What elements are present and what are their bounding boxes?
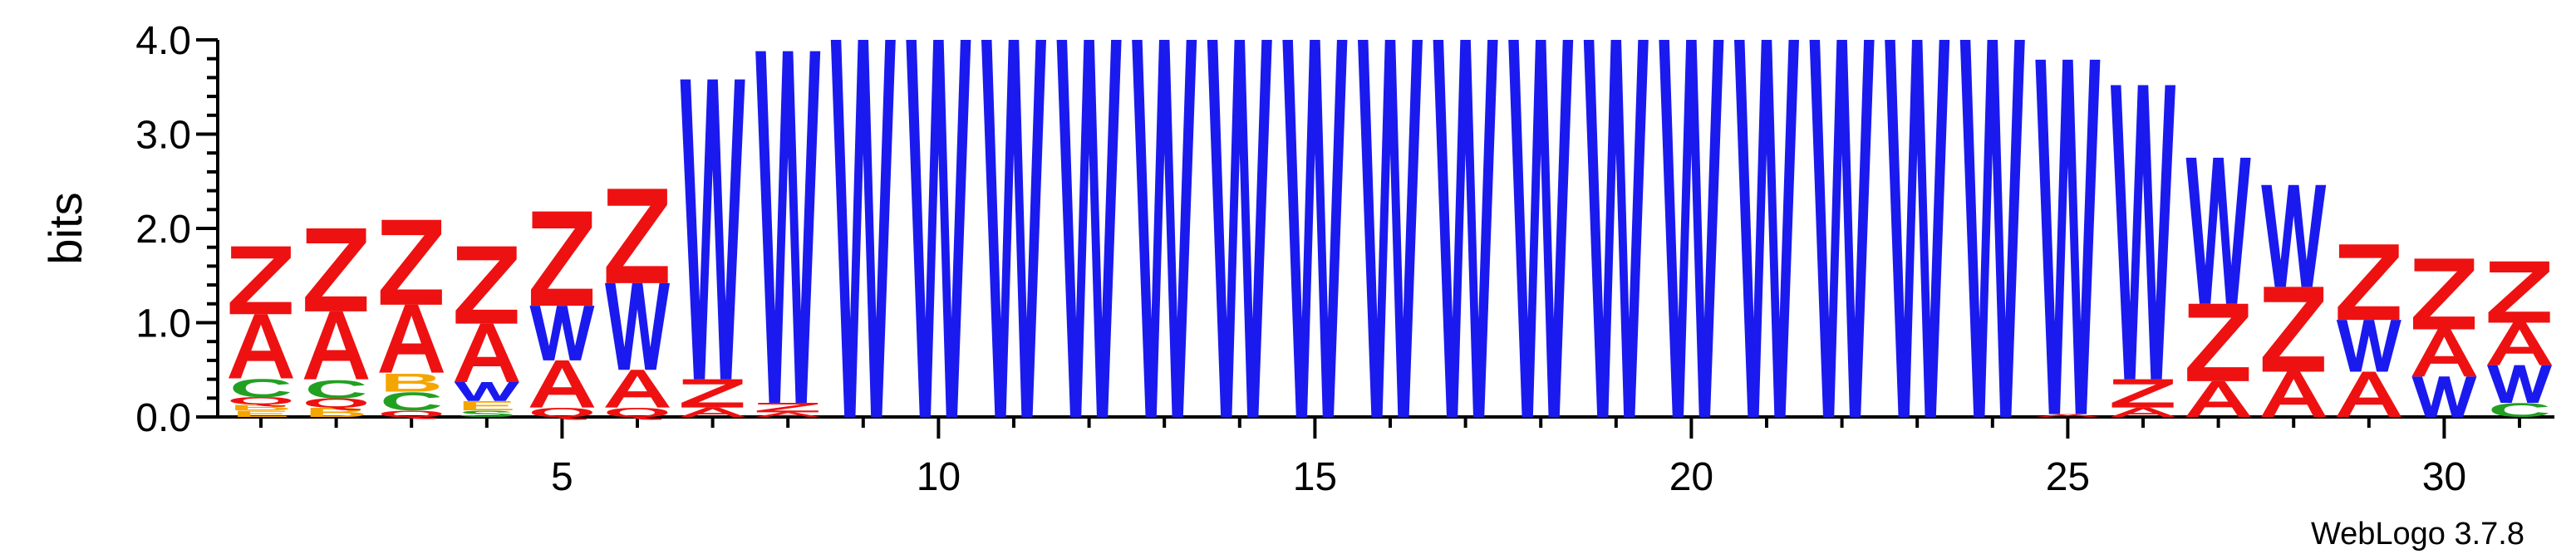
glyph-b-pos-1: B xyxy=(229,404,293,413)
glyph-a-pos-29 xyxy=(2336,371,2401,417)
glyph-w-pos-22 xyxy=(1809,40,1875,417)
glyph-c-pos-3: C xyxy=(380,387,443,416)
glyph-w-pos-27 xyxy=(2185,157,2251,304)
glyph-w-pos-11 xyxy=(981,40,1046,417)
glyph-a-pos-7 xyxy=(680,407,745,417)
y-axis-label: bits xyxy=(39,192,91,264)
y-tick-label: 4.0 xyxy=(135,19,191,63)
glyph-a-pos-4 xyxy=(454,323,519,383)
glyph-z-pos-4 xyxy=(455,246,518,324)
glyph-z-pos-8 xyxy=(756,402,819,413)
glyph-w-pos-28 xyxy=(2261,184,2327,287)
y-ticks: 0.0 1.0 2.0 3.0 4.0 xyxy=(135,19,218,440)
glyph-w-pos-8 xyxy=(755,51,821,403)
glyph-z-pos-3 xyxy=(380,219,442,305)
glyph-z-pos-7 xyxy=(681,379,744,408)
glyph-z-pos-30 xyxy=(2412,258,2475,330)
y-tick-label: 3.0 xyxy=(135,114,191,158)
glyph-a-pos-25 xyxy=(2035,414,2101,417)
glyph-z-pos-28 xyxy=(2262,287,2324,372)
glyph-w-pos-6 xyxy=(605,282,670,370)
glyph-w-pos-30 xyxy=(2411,376,2477,417)
glyph-c-pos-2: C xyxy=(305,375,368,404)
glyph-w-pos-13 xyxy=(1132,40,1197,417)
glyph-w-pos-23 xyxy=(1885,40,1950,417)
glyph-a-pos-2 xyxy=(303,311,369,380)
glyph-z-pos-2 xyxy=(305,228,367,311)
x-tick-label: 20 xyxy=(1669,455,1713,499)
x-tick-label: 15 xyxy=(1293,455,1337,499)
glyph-z-pos-27 xyxy=(2187,303,2249,381)
glyph-a-pos-27 xyxy=(2185,380,2251,417)
glyph-w-pos-25 xyxy=(2035,59,2101,414)
glyph-w-pos-20 xyxy=(1659,40,1724,417)
glyph-z-pos-31 xyxy=(2488,261,2550,323)
x-tick-label: 25 xyxy=(2046,455,2090,499)
glyph-b-pos-3: B xyxy=(380,368,443,397)
glyph-w-pos-31 xyxy=(2487,365,2552,403)
glyph-a-pos-6 xyxy=(605,370,670,408)
glyph-e-pos-4: E xyxy=(458,399,516,414)
glyph-a-pos-5 xyxy=(529,360,595,408)
glyph-q-pos-1: Q xyxy=(227,395,295,407)
y-tick-label: 2.0 xyxy=(135,208,191,252)
glyph-w-pos-7 xyxy=(680,79,745,380)
glyph-s-pos-4: S xyxy=(458,409,516,419)
glyph-w-pos-10 xyxy=(906,40,971,417)
glyph-w-pos-19 xyxy=(1583,40,1649,417)
weblogo-credit: WebLogo 3.7.8 xyxy=(2311,517,2524,552)
glyph-w-pos-9 xyxy=(830,40,896,417)
glyph-w-pos-5 xyxy=(529,306,595,360)
glyph-q-pos-6: Q xyxy=(603,405,671,420)
glyph-a-pos-8 xyxy=(755,412,821,417)
glyph-w-pos-26 xyxy=(2111,85,2175,380)
x-tick-label: 30 xyxy=(2422,455,2466,499)
glyph-a-pos-26 xyxy=(2111,407,2175,417)
x-tick-label: 5 xyxy=(551,455,573,499)
glyph-w-pos-15 xyxy=(1282,40,1348,417)
glyph-z-pos-29 xyxy=(2338,244,2400,321)
glyph-c-pos-31: C xyxy=(2488,400,2551,421)
glyph-q-pos-3: Q xyxy=(377,409,445,419)
glyph-w-pos-4 xyxy=(454,382,519,401)
glyph-w-pos-18 xyxy=(1508,40,1574,417)
glyph-b-pos-2: B xyxy=(305,405,368,420)
glyph-q-pos-5: Q xyxy=(528,405,597,420)
glyph-z-pos-26 xyxy=(2111,379,2174,408)
glyph-w-pos-29 xyxy=(2336,320,2401,372)
glyph-c-pos-1: C xyxy=(229,374,293,403)
y-tick-label: 1.0 xyxy=(135,302,191,346)
glyph-w-pos-17 xyxy=(1433,40,1498,417)
glyph-w-pos-14 xyxy=(1207,40,1272,417)
y-tick-label: 0.0 xyxy=(135,396,191,440)
glyph-a-pos-1 xyxy=(229,314,293,379)
x-ticks: 5 10 15 20 25 30 xyxy=(259,417,2521,499)
glyph-q-pos-2: Q xyxy=(302,395,371,410)
glyph-e-pos-1: E xyxy=(232,409,290,419)
glyph-a-pos-31 xyxy=(2487,322,2552,365)
glyph-w-pos-16 xyxy=(1358,40,1423,417)
glyph-a-pos-28 xyxy=(2261,371,2327,417)
glyph-a-pos-30 xyxy=(2411,329,2477,377)
glyph-w-pos-12 xyxy=(1056,40,1122,417)
glyph-z-pos-5 xyxy=(530,211,593,306)
glyph-z-pos-6 xyxy=(606,189,668,283)
glyph-z-pos-1 xyxy=(229,246,292,315)
glyph-a-pos-3 xyxy=(379,304,445,373)
glyph-w-pos-21 xyxy=(1734,40,1799,417)
glyph-w-pos-24 xyxy=(1959,40,2025,417)
x-tick-label: 10 xyxy=(917,455,961,499)
